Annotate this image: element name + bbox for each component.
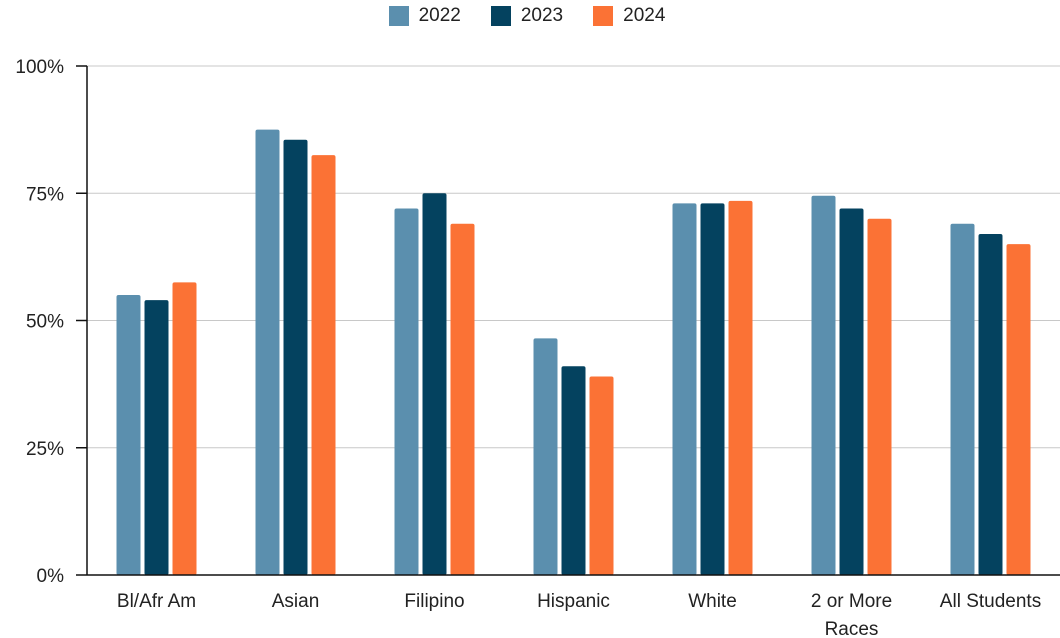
bar-2023 <box>700 203 725 575</box>
bar-2022 <box>394 208 419 575</box>
bar-2024 <box>311 155 336 575</box>
bar-2024 <box>728 200 753 575</box>
bar-2022 <box>672 203 697 575</box>
bar-2022 <box>950 223 975 576</box>
x-tick-label: Races <box>825 619 879 638</box>
bar-2023 <box>978 233 1003 575</box>
bar-2024 <box>450 223 475 576</box>
x-tick-label: White <box>688 591 737 612</box>
bar-2023 <box>144 300 169 575</box>
x-tick-label: Asian <box>272 591 320 612</box>
y-tick-label: 100% <box>15 57 64 78</box>
legend-swatch-2022 <box>388 6 409 26</box>
legend-item-2022: 2022 <box>388 4 461 28</box>
bar-2023 <box>422 193 447 575</box>
legend-swatch-2023 <box>490 6 511 26</box>
legend-label-2023: 2023 <box>520 5 564 26</box>
bar-2023 <box>283 139 308 575</box>
y-tick-label: 75% <box>26 184 64 205</box>
bar-2023 <box>561 366 586 575</box>
bar-2022 <box>811 195 836 576</box>
legend-swatch-2024 <box>593 6 614 26</box>
legend-label-2024: 2024 <box>623 5 666 26</box>
bar-2022 <box>255 129 280 575</box>
legend-item-2024: 2024 <box>593 4 665 28</box>
x-tick-label: 2 or More <box>811 591 892 612</box>
x-tick-label: Filipino <box>404 591 464 612</box>
bar-2024 <box>589 376 614 575</box>
legend-item-2023: 2023 <box>490 4 564 28</box>
x-tick-label: Hispanic <box>537 591 610 612</box>
x-tick-label: All Students <box>940 591 1041 612</box>
legend-label-2022: 2022 <box>418 5 461 26</box>
y-tick-label: 25% <box>26 439 64 460</box>
bar-2024 <box>867 218 892 575</box>
bar-2024 <box>172 282 197 575</box>
bar-2022 <box>533 338 558 575</box>
bar-2023 <box>839 208 864 575</box>
bar-2022 <box>116 295 141 575</box>
chart-legend: 2022 2023 2024 <box>0 4 1060 28</box>
y-tick-label: 0% <box>37 566 65 587</box>
x-tick-label: Bl/Afr Am <box>117 591 196 612</box>
bar-2024 <box>1006 244 1031 575</box>
y-tick-label: 50% <box>26 312 64 333</box>
